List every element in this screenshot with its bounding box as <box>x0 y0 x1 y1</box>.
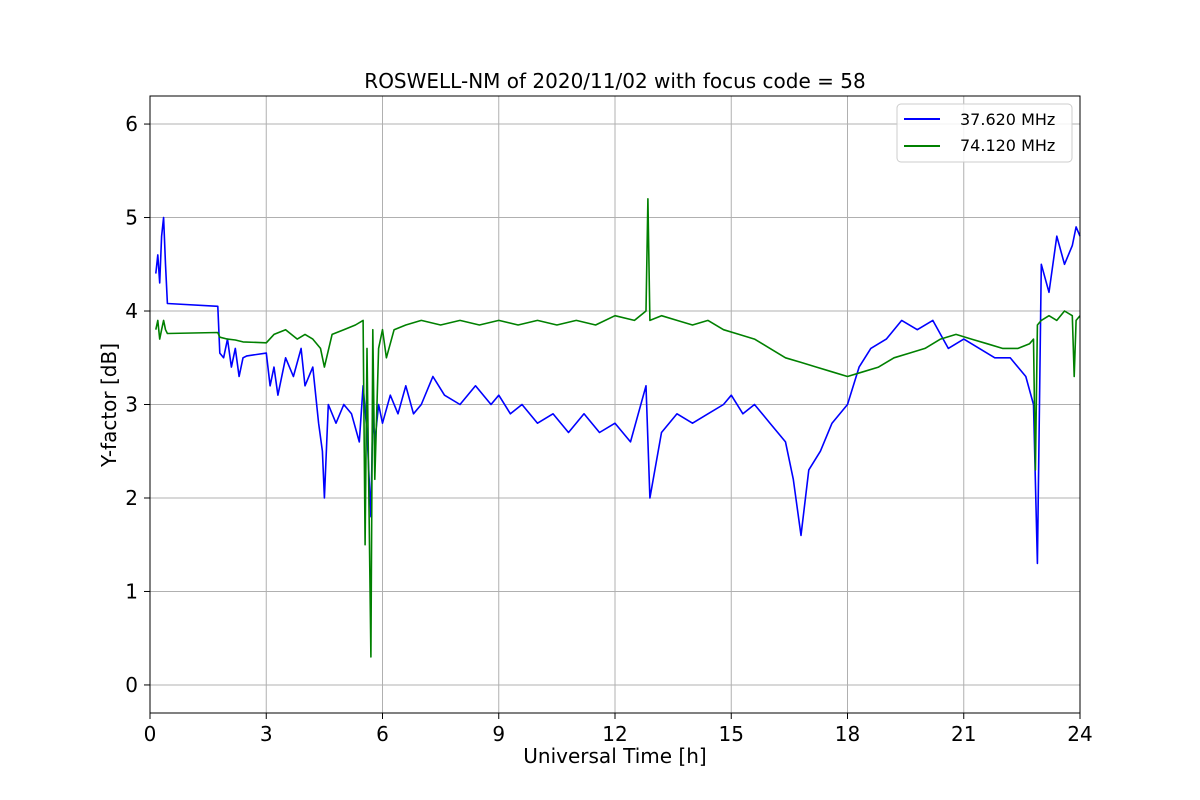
legend-label-series-1: 37.620 MHz <box>960 110 1055 129</box>
x-axis-ticks: 0 3 6 9 12 15 18 21 24 <box>144 713 1093 746</box>
x-tick-label: 15 <box>719 722 744 746</box>
y-tick-label: 6 <box>125 112 138 136</box>
series-line-1 <box>155 216 1081 565</box>
y-tick-label: 3 <box>125 393 138 417</box>
x-tick-label: 21 <box>951 722 976 746</box>
x-tick-label: 24 <box>1067 722 1092 746</box>
x-tick-label: 12 <box>602 722 627 746</box>
x-tick-label: 18 <box>835 722 860 746</box>
y-tick-label: 4 <box>125 299 138 323</box>
x-tick-label: 0 <box>144 722 157 746</box>
x-axis-label: Universal Time [h] <box>523 744 706 768</box>
legend-label-series-2: 74.120 MHz <box>960 136 1055 155</box>
y-tick-label: 5 <box>125 206 138 230</box>
y-tick-label: 2 <box>125 486 138 510</box>
x-tick-label: 9 <box>492 722 505 746</box>
y-axis-label: Y-factor [dB] <box>97 343 121 468</box>
series-line-2 <box>155 198 1081 658</box>
y-tick-label: 0 <box>125 673 138 697</box>
chart-title: ROSWELL-NM of 2020/11/02 with focus code… <box>364 69 865 93</box>
legend-box <box>896 103 1073 163</box>
y-axis-ticks: 0 1 2 3 4 5 6 <box>125 112 150 697</box>
y-tick-label: 1 <box>125 579 138 603</box>
x-tick-label: 6 <box>376 722 389 746</box>
x-tick-label: 3 <box>260 722 273 746</box>
legend: 37.620 MHz 74.120 MHz <box>896 103 1073 163</box>
series-layer <box>155 198 1081 658</box>
